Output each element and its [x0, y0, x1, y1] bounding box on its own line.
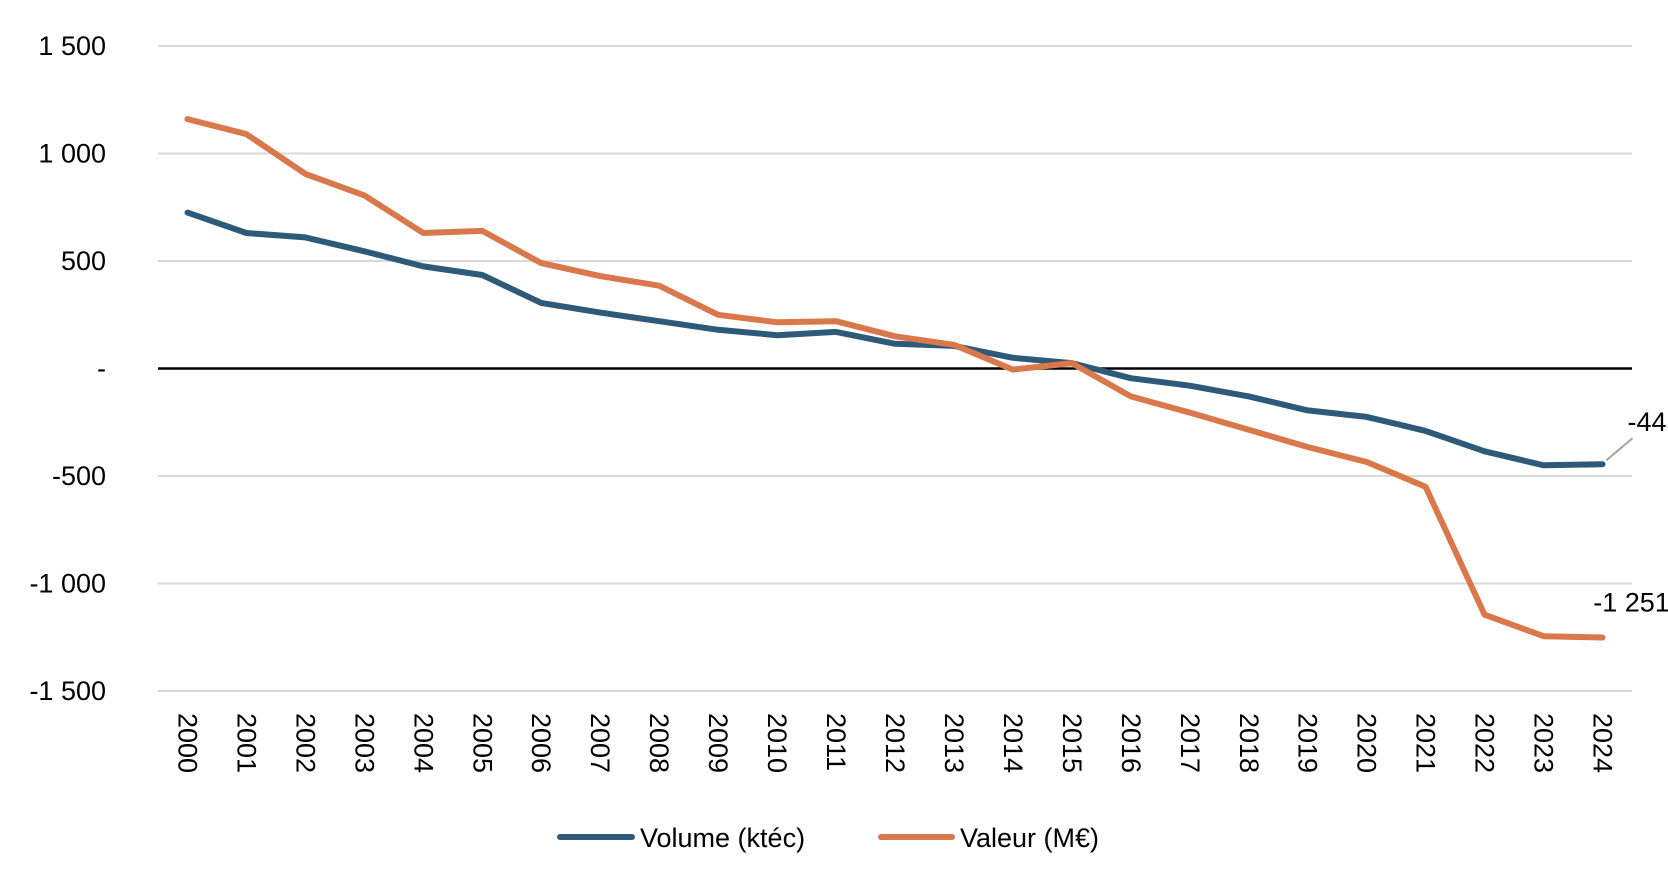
x-tick-label: 2019	[1293, 713, 1323, 773]
y-tick-label: 500	[61, 246, 106, 276]
x-tick-label: 2017	[1175, 713, 1205, 773]
series-line-0	[184, 209, 1606, 469]
x-tick-label: 2013	[939, 713, 969, 773]
x-tick-label: 2012	[880, 713, 910, 773]
x-tick-label: 2008	[644, 713, 674, 773]
y-tick-label: -500	[52, 461, 106, 491]
x-tick-label: 2003	[349, 713, 379, 773]
x-tick-label: 2021	[1411, 713, 1441, 773]
gridlines	[158, 45, 1632, 692]
x-tick-label: 2007	[585, 713, 615, 773]
y-tick-label: -1 500	[29, 676, 106, 706]
x-tick-label: 2020	[1352, 713, 1382, 773]
y-tick-label: 1 000	[38, 139, 106, 169]
data-label-volume-2024: -445	[1627, 407, 1668, 437]
x-tick-label: 2022	[1470, 713, 1500, 773]
x-tick-label: 2024	[1588, 713, 1618, 773]
x-tick-label: 2023	[1529, 713, 1559, 773]
x-tick-label: 2010	[762, 713, 792, 773]
x-tick-label: 2009	[703, 713, 733, 773]
data-labels: -445 -1 251	[1593, 407, 1668, 617]
x-tick-label: 2014	[998, 713, 1028, 773]
x-tick-label: 2005	[467, 713, 497, 773]
series-lines	[184, 116, 1606, 641]
x-tick-label: 2006	[526, 713, 556, 773]
data-label-valeur-2024: -1 251	[1593, 587, 1668, 617]
data-label-leader	[1605, 437, 1634, 461]
x-tick-label: 2004	[408, 713, 438, 773]
series-line-1	[184, 116, 1606, 641]
x-tick-label: 2015	[1057, 713, 1087, 773]
y-tick-label: -	[97, 354, 106, 384]
x-tick-label: 2011	[821, 713, 851, 771]
x-tick-label: 2016	[1116, 713, 1146, 773]
x-axis-ticks: 2000 2001 2002 2003 2004 2005 2006 2007 2008 2009…	[172, 713, 1617, 773]
legend-label-1: Valeur (M€)	[960, 823, 1099, 853]
y-axis-ticks: 1 500 1 000 500 - -500 -1 000 -1 500	[29, 31, 106, 706]
y-tick-label: -1 000	[29, 569, 106, 599]
y-tick-label: 1 500	[38, 31, 106, 61]
legend: Volume (ktéc) Valeur (M€)	[557, 823, 1099, 853]
legend-label-0: Volume (ktéc)	[640, 823, 805, 853]
x-tick-label: 2000	[172, 713, 202, 773]
x-tick-label: 2002	[290, 713, 320, 773]
x-tick-label: 2001	[231, 713, 261, 773]
x-tick-label: 2018	[1234, 713, 1264, 773]
